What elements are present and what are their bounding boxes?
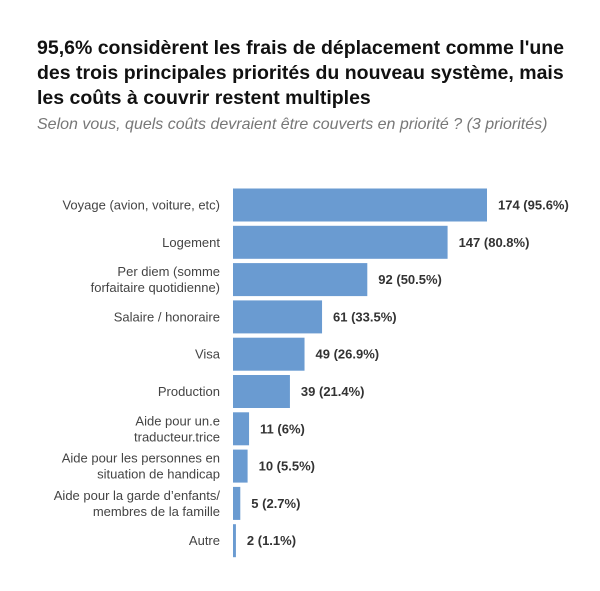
category-label: Aide pour la garde d’enfants/ — [54, 488, 221, 503]
bar — [233, 225, 448, 259]
bar — [233, 412, 250, 446]
data-label: 147 (80.8%) — [459, 235, 530, 250]
data-label: 5 (2.7%) — [251, 496, 300, 511]
data-label: 174 (95.6%) — [498, 198, 569, 213]
data-label: 11 (6%) — [260, 421, 305, 436]
category-label: Aide pour les personnes en — [62, 451, 220, 466]
bar — [233, 300, 323, 334]
data-label: 2 (1.1%) — [247, 533, 296, 548]
chart-subtitle: Selon vous, quels coûts devraient être c… — [37, 116, 548, 133]
data-label: 10 (5.5%) — [259, 459, 315, 474]
bar — [233, 486, 241, 520]
bar — [233, 188, 487, 222]
category-label: Aide pour un.e — [135, 413, 220, 428]
category-label: Autre — [189, 533, 220, 548]
bar — [233, 449, 248, 483]
category-label: forfaitaire quotidienne) — [91, 280, 220, 295]
category-label: traducteur.trice — [134, 429, 220, 444]
category-label: Visa — [195, 347, 221, 362]
category-label: Voyage (avion, voiture, etc) — [62, 198, 220, 213]
bar — [233, 375, 290, 408]
bar — [233, 524, 236, 558]
bar — [233, 263, 368, 297]
data-label: 49 (26.9%) — [316, 347, 380, 362]
data-label: 61 (33.5%) — [333, 309, 397, 324]
data-label: 92 (50.5%) — [378, 272, 442, 287]
chart-title: 95,6% considèrent les frais de déplaceme… — [37, 37, 565, 109]
category-label: Salaire / honoraire — [114, 309, 220, 324]
category-label: situation de handicap — [97, 467, 220, 482]
category-label: membres de la famille — [93, 504, 220, 519]
category-label: Per diem (somme — [117, 264, 220, 279]
category-label: Logement — [162, 235, 220, 250]
bar — [233, 337, 305, 371]
category-label: Production — [158, 384, 220, 399]
data-label: 39 (21.4%) — [301, 384, 365, 399]
